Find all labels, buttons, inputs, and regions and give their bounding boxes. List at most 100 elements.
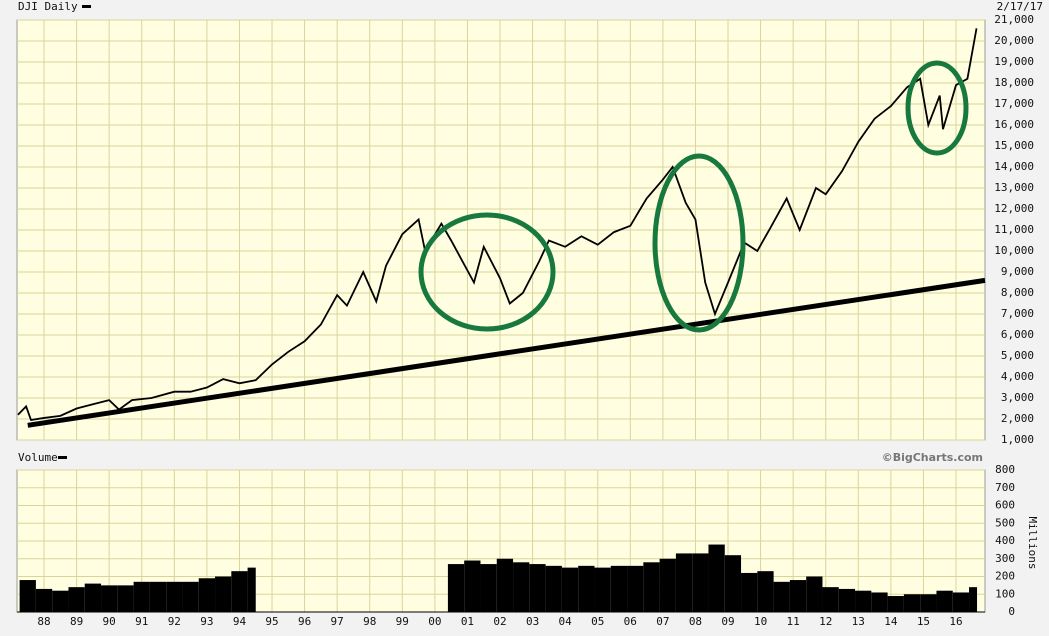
volume-bar (247, 567, 256, 612)
y-tick-label: 300 (995, 552, 1015, 565)
volume-bar (231, 571, 248, 612)
volume-bar (627, 565, 644, 612)
volume-bar (952, 592, 970, 612)
highlight-circle (652, 153, 746, 333)
y-tick-label: 21,000 (994, 13, 1034, 26)
x-tick-label: 91 (135, 615, 148, 628)
volume-bar (149, 581, 167, 612)
x-tick-label: 99 (396, 615, 409, 628)
legend-swatch (82, 5, 91, 8)
y-tick-label: 9,000 (1001, 265, 1034, 278)
credit: ©BigCharts.com (882, 451, 983, 464)
y-tick-label: 700 (995, 481, 1015, 494)
volume-bar (529, 564, 546, 612)
x-tick-label: 96 (298, 615, 311, 628)
x-tick-label: 15 (917, 615, 930, 628)
y-tick-label: 100 (995, 587, 1015, 600)
x-tick-label: 88 (37, 615, 50, 628)
volume-bar (561, 567, 579, 612)
y-tick-label: 17,000 (994, 97, 1034, 110)
y-tick-label: 200 (995, 570, 1015, 583)
volume-bar (643, 562, 660, 612)
x-tick-label: 89 (70, 615, 83, 628)
volume-bar (741, 572, 758, 612)
highlight-circle (905, 60, 969, 156)
x-tick-label: 92 (168, 615, 181, 628)
mark-layer (17, 28, 986, 613)
x-tick-label: 02 (493, 615, 506, 628)
x-tick-label: 97 (331, 615, 344, 628)
x-tick-label: 03 (526, 615, 539, 628)
x-tick-label: 06 (624, 615, 637, 628)
y-tick-label: 16,000 (994, 118, 1034, 131)
y-tick-label: 8,000 (1001, 286, 1034, 299)
volume-bar (936, 590, 953, 612)
volume-bar (35, 588, 53, 612)
volume-bar (133, 581, 150, 612)
y-tick-label: 600 (995, 499, 1015, 512)
x-tick-label: 11 (787, 615, 800, 628)
annotations (418, 60, 969, 333)
volume-bar (84, 583, 102, 612)
volume-bar (215, 576, 232, 612)
x-tick-label: 90 (103, 615, 116, 628)
volume-bar (659, 558, 676, 612)
x-tick-label: 01 (461, 615, 474, 628)
volume-bar (920, 594, 937, 612)
x-tick-label: 05 (591, 615, 604, 628)
volume-bar (871, 592, 888, 612)
legend-label: Volume (18, 451, 58, 464)
trend-line (27, 277, 986, 428)
volume-bar (578, 565, 595, 612)
grid-layer (17, 19, 985, 613)
volume-bar (838, 588, 856, 612)
volume-bar (789, 580, 807, 612)
y-tick-label: 6,000 (1001, 328, 1034, 341)
x-tick-label: 07 (656, 615, 669, 628)
y-tick-label: 15,000 (994, 139, 1034, 152)
volume-bar (675, 553, 693, 612)
y-tick-label: 3,000 (1001, 391, 1034, 404)
x-tick-label: 13 (852, 615, 865, 628)
volume-bar (708, 544, 725, 612)
y-tick-label: 0 (1008, 605, 1015, 618)
volume-bar (480, 564, 497, 612)
x-tick-label: 93 (200, 615, 213, 628)
volume-bar (887, 596, 904, 612)
volume-bar (855, 590, 872, 612)
volume-bar (496, 558, 514, 612)
volume-bar (19, 580, 36, 612)
volume-bar (757, 571, 774, 612)
y-tick-label: 12,000 (994, 202, 1034, 215)
x-tick-label: 10 (754, 615, 767, 628)
legend-swatch (58, 456, 67, 459)
volume-bar (773, 581, 790, 612)
date-label: 2/17/17 (997, 0, 1043, 13)
volume-bar (724, 555, 742, 612)
volume-bar (822, 587, 839, 612)
y-tick-label: 14,000 (994, 160, 1034, 173)
volume-bar (101, 585, 118, 612)
y-tick-label: 4,000 (1001, 370, 1034, 383)
x-tick-label: 04 (559, 615, 573, 628)
volume-bar (969, 587, 978, 612)
x-tick-label: 00 (428, 615, 441, 628)
volume-bar (52, 590, 69, 612)
legend-label: DJI Daily (18, 0, 78, 13)
y-axis-label: Millions (1026, 517, 1039, 570)
x-tick-label: 98 (363, 615, 376, 628)
y-tick-label: 10,000 (994, 244, 1034, 257)
volume-bar (545, 565, 562, 612)
volume-bar (806, 576, 823, 612)
y-tick-label: 19,000 (994, 55, 1034, 68)
y-tick-label: 20,000 (994, 34, 1034, 47)
y-tick-label: 5,000 (1001, 349, 1034, 362)
volume-bar (117, 585, 134, 612)
y-tick-label: 2,000 (1001, 412, 1034, 425)
volume-bar (182, 581, 199, 612)
y-tick-label: 400 (995, 534, 1015, 547)
x-tick-label: 94 (233, 615, 247, 628)
volume-bar (447, 564, 465, 612)
price-line (17, 28, 978, 422)
volume-bar (610, 565, 628, 612)
